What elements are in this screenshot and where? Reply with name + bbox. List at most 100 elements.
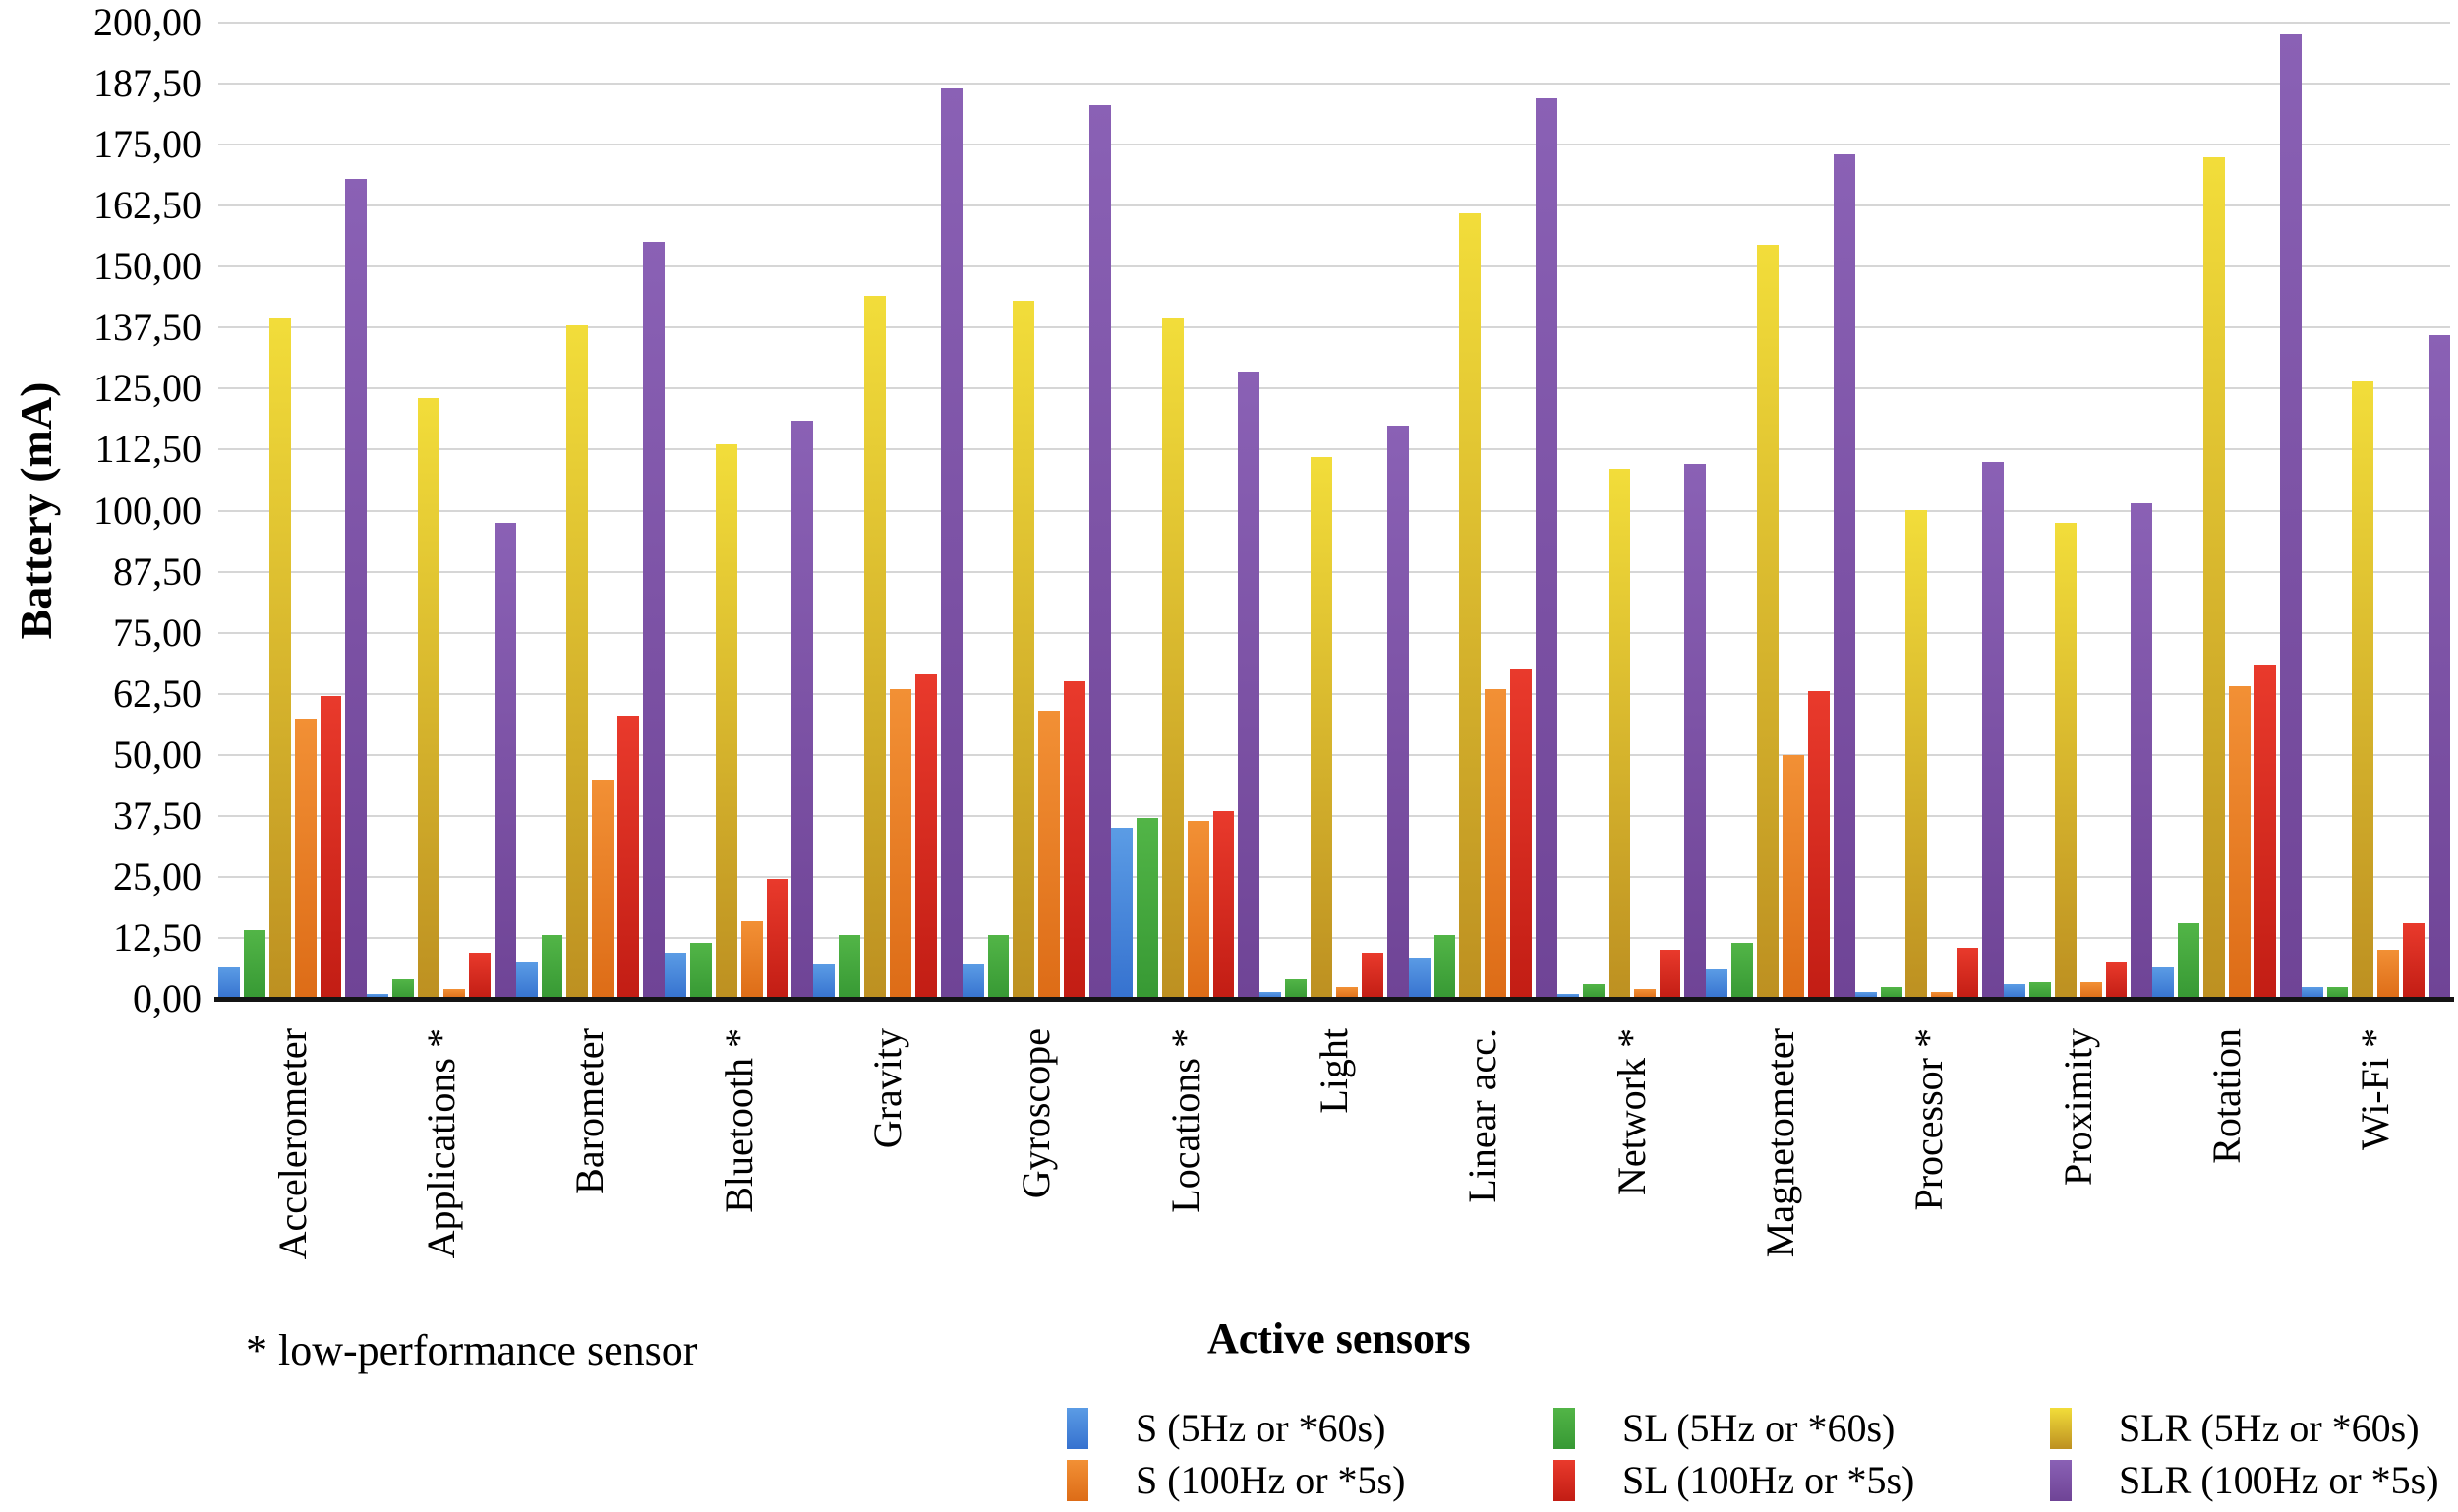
bar <box>813 964 836 999</box>
bar <box>2429 335 2450 999</box>
legend-swatch-icon <box>1067 1459 1088 1501</box>
y-tick-label: 150,00 <box>93 244 202 288</box>
y-tick-label: 187,50 <box>93 61 202 105</box>
bar <box>1408 958 1431 999</box>
bar-group-rotation <box>2152 23 2302 999</box>
bar <box>2004 984 2025 999</box>
bar <box>2253 665 2276 999</box>
x-axis-line <box>214 997 2454 1002</box>
bar <box>320 696 342 999</box>
bar <box>294 719 317 999</box>
bar-group-gravity <box>813 23 963 999</box>
legend-item: S (100Hz or *5s) <box>1067 1454 1553 1506</box>
bar <box>2279 34 2302 999</box>
legend-column: SL (5Hz or *60s) SL (100Hz or *5s) <box>1553 1402 2050 1506</box>
bar <box>541 935 563 999</box>
bar <box>715 444 737 999</box>
chart-legend: S (5Hz or *60s) S (100Hz or *5s) SL (5Hz o… <box>1067 1402 2448 1506</box>
x-tick-label: Accelerometer <box>270 1028 315 1260</box>
gridline <box>218 326 2450 328</box>
bar <box>442 989 465 999</box>
bar <box>1361 953 1383 999</box>
bar <box>1633 989 1656 999</box>
bar <box>1880 987 1902 999</box>
bar-group-magnetometer <box>1706 23 1855 999</box>
bar <box>864 296 886 999</box>
bar <box>1536 98 1557 999</box>
legend-swatch-icon <box>1553 1459 1575 1501</box>
y-tick-label: 50,00 <box>113 732 202 777</box>
bar <box>2326 987 2349 999</box>
bar <box>2028 982 2051 999</box>
legend-item: SL (5Hz or *60s) <box>1553 1402 2050 1454</box>
bar <box>268 318 291 999</box>
bar <box>1510 669 1533 999</box>
gridline <box>218 83 2450 85</box>
bar <box>987 935 1010 999</box>
legend-item: SL (100Hz or *5s) <box>1553 1454 2050 1506</box>
bar-group-gyroscope <box>962 23 1111 999</box>
legend-label: SL (5Hz or *60s) <box>1622 1406 1896 1450</box>
bar-group-processor <box>1854 23 2004 999</box>
bar-group-wi-fi <box>2301 23 2450 999</box>
bar <box>1259 992 1282 999</box>
x-tick-label: Barometer <box>567 1028 612 1194</box>
x-tick-label: Linear acc. <box>1460 1028 1504 1203</box>
gridline <box>218 144 2450 145</box>
gridline <box>218 693 2450 695</box>
legend-swatch-icon <box>2050 1407 2072 1449</box>
bar <box>1833 154 1855 999</box>
legend-label: SLR (100Hz or *5s) <box>2119 1458 2439 1502</box>
bar <box>889 689 911 999</box>
bar <box>689 943 712 999</box>
bar <box>940 88 963 999</box>
bar <box>665 953 686 999</box>
y-tick-label: 75,00 <box>113 611 202 655</box>
bar <box>1311 457 1332 999</box>
bar <box>1335 987 1358 999</box>
gridline <box>218 510 2450 512</box>
bar <box>1459 213 1482 999</box>
footnote-low-performance: * low-performance sensor <box>246 1326 698 1374</box>
legend-label: S (100Hz or *5s) <box>1136 1458 1406 1502</box>
bar-group-proximity <box>2004 23 2153 999</box>
x-tick-label: Locations * <box>1163 1028 1207 1213</box>
bar <box>1757 245 1779 999</box>
bar <box>1434 935 1456 999</box>
bar <box>1608 469 1630 999</box>
gridline <box>218 937 2450 939</box>
legend-item: SLR (100Hz or *5s) <box>2050 1454 2448 1506</box>
bar <box>1161 318 1184 999</box>
x-axis-title: Active sensors <box>1207 1314 1471 1363</box>
bar-group-barometer <box>515 23 665 999</box>
bar <box>839 935 861 999</box>
legend-label: SLR (5Hz or *60s) <box>2119 1406 2420 1450</box>
bar <box>1038 711 1061 999</box>
bar <box>218 967 240 999</box>
bar <box>468 953 491 999</box>
bar <box>1957 948 1979 999</box>
y-tick-label: 125,00 <box>93 366 202 410</box>
y-tick-label: 0,00 <box>133 976 202 1020</box>
y-tick-label: 25,00 <box>113 854 202 899</box>
bar <box>515 962 538 999</box>
bar <box>566 325 589 999</box>
bar-group-bluetooth <box>665 23 814 999</box>
bar <box>367 994 389 999</box>
bar <box>1706 969 1728 999</box>
bar <box>2352 381 2374 999</box>
bar <box>2105 962 2128 999</box>
x-tick-label: Applications * <box>419 1028 463 1259</box>
bar <box>914 674 937 999</box>
y-tick-label: 162,50 <box>93 183 202 227</box>
y-tick-label: 100,00 <box>93 489 202 533</box>
bar <box>1187 821 1209 999</box>
bar <box>1089 105 1111 999</box>
bar <box>962 964 984 999</box>
bar <box>1064 681 1086 999</box>
bar <box>1582 984 1605 999</box>
bar <box>418 398 439 999</box>
bar <box>617 716 640 999</box>
bar <box>740 921 763 999</box>
x-tick-label: Wi-Fi * <box>2353 1028 2397 1150</box>
